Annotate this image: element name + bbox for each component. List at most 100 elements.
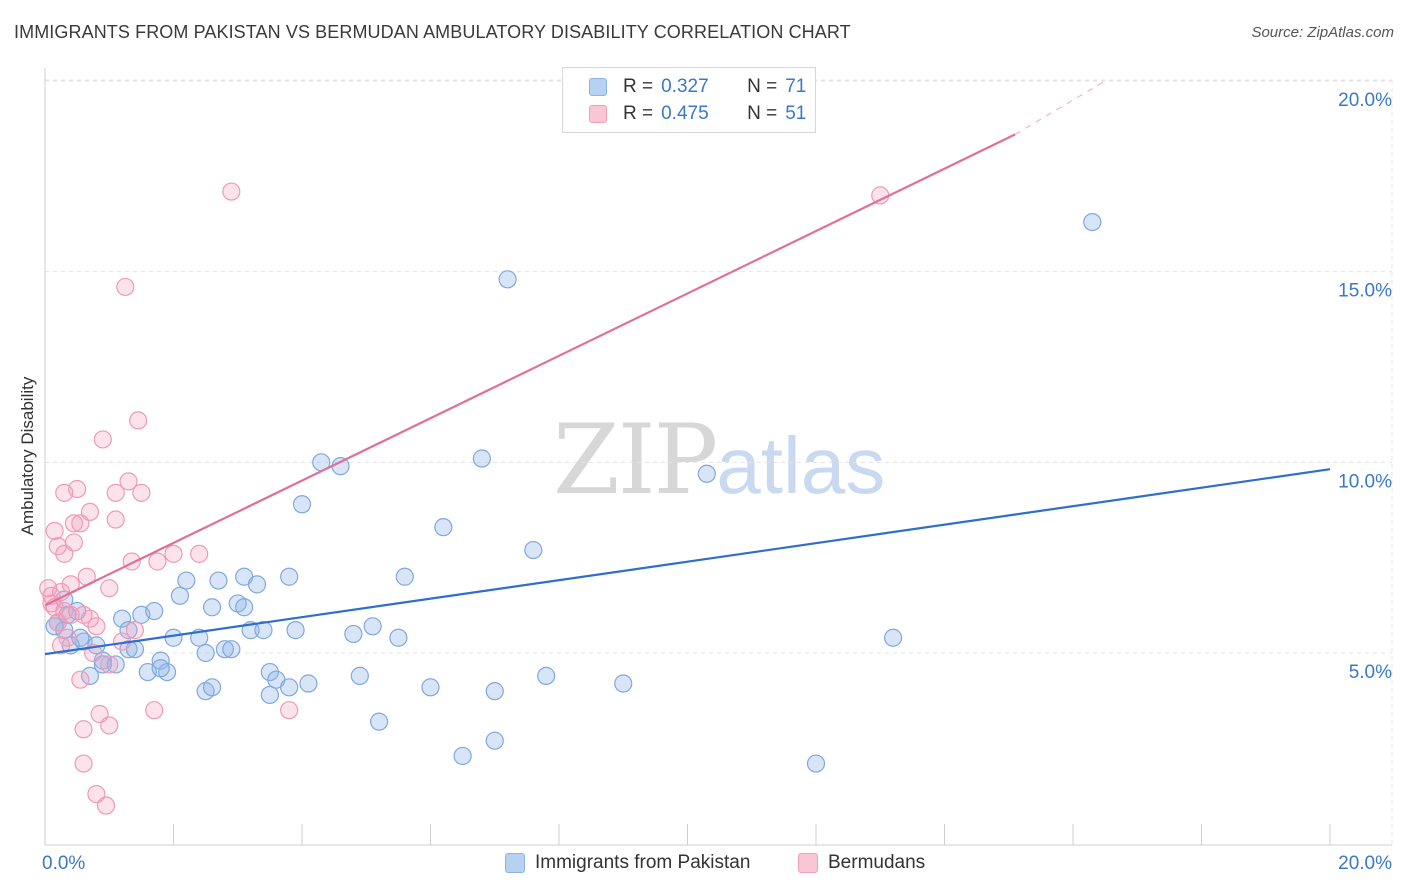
pakistan-point bbox=[202, 598, 222, 617]
pakistan-point bbox=[697, 464, 716, 483]
pakistan-point bbox=[209, 571, 228, 590]
legend-row-pakistan: R = 0.327 N = 71 bbox=[589, 74, 806, 100]
watermark: ZIPatlas bbox=[553, 404, 885, 516]
legend-n-label: N = bbox=[747, 76, 778, 97]
pakistan-point bbox=[145, 601, 164, 621]
bermudan-point bbox=[129, 411, 148, 430]
bermudan-point bbox=[148, 552, 167, 571]
pakistan-point bbox=[260, 685, 279, 705]
pakistan-point bbox=[235, 598, 254, 617]
pakistan-point bbox=[151, 659, 170, 678]
pakistan-point bbox=[280, 678, 299, 697]
legend-swatch-pink bbox=[589, 105, 607, 123]
pakistan-point bbox=[119, 621, 138, 640]
pakistan-point bbox=[280, 567, 299, 586]
bermudan-point bbox=[80, 609, 100, 628]
pakistan-point bbox=[350, 666, 369, 685]
pakistan-point bbox=[80, 666, 100, 685]
pakistan-point bbox=[112, 609, 132, 628]
pakistan-point bbox=[215, 640, 234, 659]
chart-title: IMMIGRANTS FROM PAKISTAN VS BERMUDAN AMB… bbox=[14, 22, 851, 42]
bermudan-point bbox=[164, 544, 183, 563]
bermudan-point bbox=[132, 483, 151, 502]
y-tick-label: 15.0% bbox=[1338, 281, 1392, 302]
pakistan-point bbox=[247, 575, 267, 594]
bermudan-point bbox=[190, 544, 209, 563]
bermudan-point bbox=[119, 472, 138, 491]
bermudan-trend-line bbox=[44, 133, 1016, 607]
bermudan-point bbox=[58, 628, 77, 647]
pakistan-point bbox=[196, 643, 215, 663]
pakistan-point bbox=[260, 662, 279, 682]
pakistan-point bbox=[614, 674, 633, 693]
legend-label-bermudans: Bermudans bbox=[828, 852, 926, 873]
bermudan-trend-extension bbox=[1014, 80, 1106, 135]
pakistan-trend-line bbox=[44, 468, 1331, 656]
bermudan-point bbox=[55, 601, 74, 621]
pakistan-point bbox=[395, 567, 414, 586]
legend-swatch-pink bbox=[798, 853, 818, 873]
pakistan-point bbox=[363, 617, 382, 636]
pakistan-point bbox=[202, 678, 222, 697]
pakistan-point bbox=[389, 628, 408, 647]
pakistan-point bbox=[472, 449, 491, 468]
bermudan-point bbox=[93, 430, 112, 449]
bermudan-point bbox=[222, 182, 241, 201]
legend-swatch-blue bbox=[505, 853, 525, 873]
bermudan-point bbox=[100, 655, 119, 674]
bermudan-point bbox=[68, 479, 87, 499]
bermudan-point bbox=[145, 701, 164, 720]
pakistan-point bbox=[453, 746, 472, 766]
pakistan-point bbox=[222, 640, 241, 659]
legend-n-value: 51 bbox=[785, 103, 807, 124]
bermudan-point bbox=[80, 502, 100, 522]
bermudan-point bbox=[45, 521, 64, 541]
pakistan-point bbox=[537, 666, 556, 685]
watermark-zip: ZIP bbox=[553, 404, 718, 516]
bermudan-point bbox=[96, 796, 116, 815]
pakistan-point bbox=[370, 712, 389, 731]
x-tick-label: 0.0% bbox=[42, 853, 85, 874]
watermark-atlas: atlas bbox=[716, 421, 886, 510]
y-tick-label: 20.0% bbox=[1338, 90, 1392, 111]
bermudan-point bbox=[106, 510, 125, 529]
bermudan-point bbox=[125, 621, 145, 640]
pakistan-point bbox=[498, 270, 517, 289]
pakistan-point bbox=[106, 655, 125, 674]
bermudan-point bbox=[280, 701, 299, 720]
legend-item-bermudans[interactable]: Bermudans bbox=[798, 852, 925, 874]
pakistan-point bbox=[485, 731, 504, 750]
bermudan-point bbox=[871, 186, 890, 205]
x-tick-label: 20.0% bbox=[1338, 853, 1392, 874]
legend-r-label: R = bbox=[623, 103, 654, 124]
pakistan-point bbox=[170, 586, 190, 605]
legend-r-value: 0.475 bbox=[661, 103, 709, 124]
pakistan-point bbox=[883, 628, 903, 647]
pakistan-point bbox=[421, 678, 440, 697]
legend-r-label: R = bbox=[623, 76, 654, 97]
pakistan-point bbox=[299, 674, 318, 693]
bermudan-point bbox=[74, 720, 93, 739]
legend-r-value: 0.327 bbox=[661, 76, 709, 97]
pakistan-point bbox=[485, 682, 504, 701]
bermudan-point bbox=[51, 636, 71, 655]
legend-item-pakistan[interactable]: Immigrants from Pakistan bbox=[505, 852, 750, 874]
y-tick-label: 5.0% bbox=[1349, 662, 1392, 683]
series-legend: Immigrants from Pakistan Bermudans bbox=[0, 852, 1406, 878]
bermudan-point bbox=[64, 533, 84, 552]
bermudan-point bbox=[74, 754, 93, 773]
legend-row-bermudans: R = 0.475 N = 51 bbox=[589, 101, 806, 127]
legend-swatch-blue bbox=[589, 78, 607, 96]
pakistan-point bbox=[434, 518, 453, 537]
bermudan-point bbox=[87, 617, 106, 636]
pakistan-point bbox=[524, 540, 543, 560]
pakistan-point bbox=[286, 621, 305, 640]
bermudan-point bbox=[64, 514, 84, 533]
correlation-legend: R = 0.327 N = 71 R = 0.475 N = 51 bbox=[562, 67, 816, 133]
legend-n-value: 71 bbox=[785, 76, 807, 97]
bermudan-point bbox=[116, 277, 135, 297]
pakistan-point bbox=[71, 628, 90, 647]
pakistan-point bbox=[177, 571, 196, 590]
pakistan-point bbox=[164, 628, 183, 647]
